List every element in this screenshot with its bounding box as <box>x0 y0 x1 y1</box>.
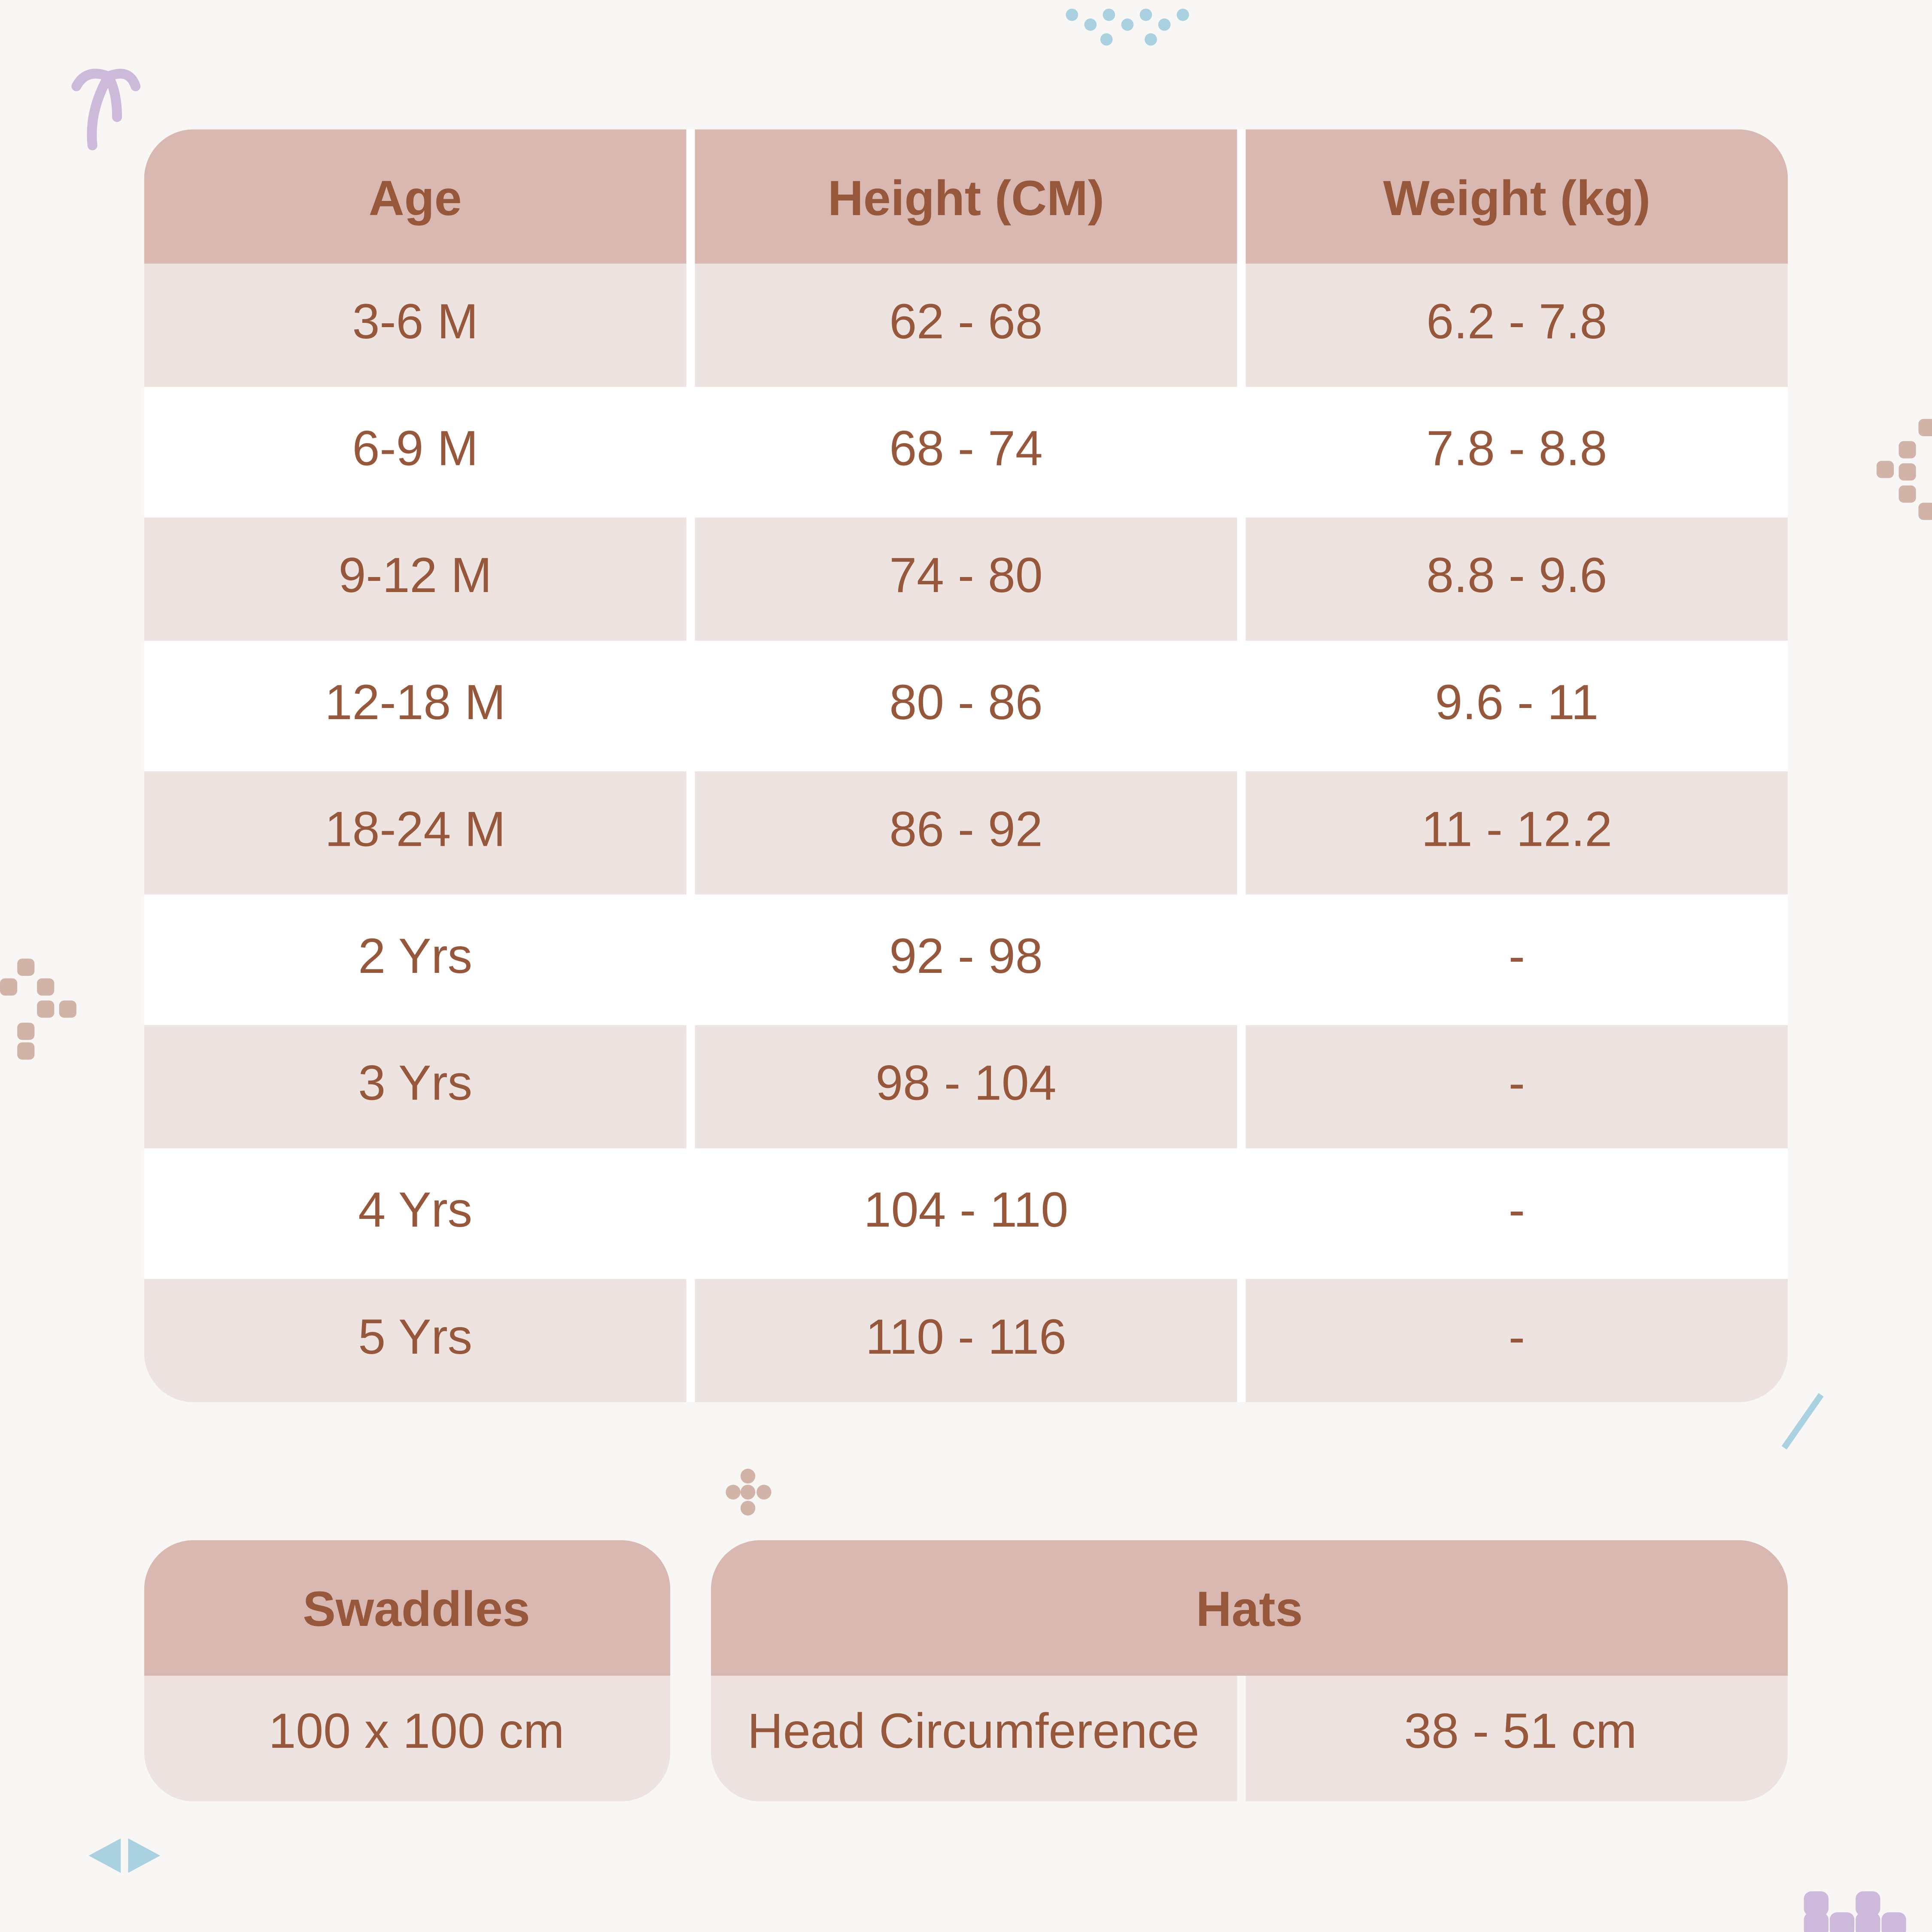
body-cell <box>144 1676 671 1801</box>
table-cell: 68 - 74 <box>889 421 1042 476</box>
body-cell <box>695 771 1237 895</box>
body-cell <box>144 264 687 387</box>
body-cell <box>1245 771 1788 895</box>
table-cell: 9-12 M <box>339 548 492 603</box>
header-cell <box>695 129 1237 264</box>
body-cell <box>695 1025 1237 1148</box>
body-cell <box>144 517 687 641</box>
body-cell <box>144 1279 687 1402</box>
table-cell: 11 - 12.2 <box>1422 802 1613 857</box>
table-cell: 62 - 68 <box>889 294 1042 349</box>
table-cell: 80 - 86 <box>889 675 1042 730</box>
hats-label: Head Circumference <box>747 1704 1200 1759</box>
table-cell: - <box>1509 929 1525 984</box>
table-cell: 2 Yrs <box>358 929 472 984</box>
table-cell: 3-6 M <box>352 294 478 349</box>
decoration <box>0 9 1932 1932</box>
body-cell <box>144 1025 687 1148</box>
size-table <box>144 129 1788 1402</box>
table-cell: 8.8 - 9.6 <box>1426 548 1607 603</box>
column-header: Weight (kg) <box>1383 171 1650 226</box>
table-cell: 18-24 M <box>325 802 506 857</box>
body-cell <box>144 771 687 895</box>
body-cell <box>1245 517 1788 641</box>
swaddles-size: 100 x 100 cm <box>268 1704 564 1759</box>
body-cell <box>1245 1279 1788 1402</box>
column-header: Age <box>369 171 462 226</box>
body-cell <box>711 1676 1237 1801</box>
table-cell: 6.2 - 7.8 <box>1426 294 1607 349</box>
table-cell: - <box>1509 1056 1525 1111</box>
header-cell <box>711 1540 1788 1676</box>
table-cell: 104 - 110 <box>864 1182 1069 1237</box>
table-cell: - <box>1509 1182 1525 1237</box>
header-cell <box>144 1540 671 1676</box>
hats-table <box>711 1540 1788 1801</box>
body-cell <box>695 1279 1237 1402</box>
hats-size: 38 - 51 cm <box>1404 1704 1637 1759</box>
table-cell: 74 - 80 <box>889 548 1042 603</box>
table-cell: 5 Yrs <box>358 1309 472 1364</box>
header-cell <box>1245 129 1788 264</box>
swaddles-title: Swaddles <box>303 1582 530 1637</box>
body-cell <box>695 517 1237 641</box>
body-cell <box>1245 264 1788 387</box>
table-cell: 86 - 92 <box>889 802 1042 857</box>
table-cell: - <box>1509 1309 1525 1364</box>
header-cell <box>144 129 687 264</box>
table-cell: 9.6 - 11 <box>1435 675 1598 730</box>
body-cell <box>695 264 1237 387</box>
table-cell: 12-18 M <box>325 675 506 730</box>
table-cell: 4 Yrs <box>358 1182 472 1237</box>
table-cell: 7.8 - 8.8 <box>1426 421 1607 476</box>
table-cell: 92 - 98 <box>889 929 1042 984</box>
hats-title: Hats <box>1196 1582 1303 1637</box>
table-cell: 110 - 116 <box>866 1309 1066 1364</box>
body-cell <box>1245 1025 1788 1148</box>
column-header: Height (CM) <box>828 171 1104 226</box>
table-cell: 3 Yrs <box>358 1056 472 1111</box>
body-cell <box>1245 1676 1788 1801</box>
swaddles-table <box>144 1540 671 1801</box>
table-cell: 6-9 M <box>352 421 478 476</box>
table-cell: 98 - 104 <box>875 1056 1056 1111</box>
